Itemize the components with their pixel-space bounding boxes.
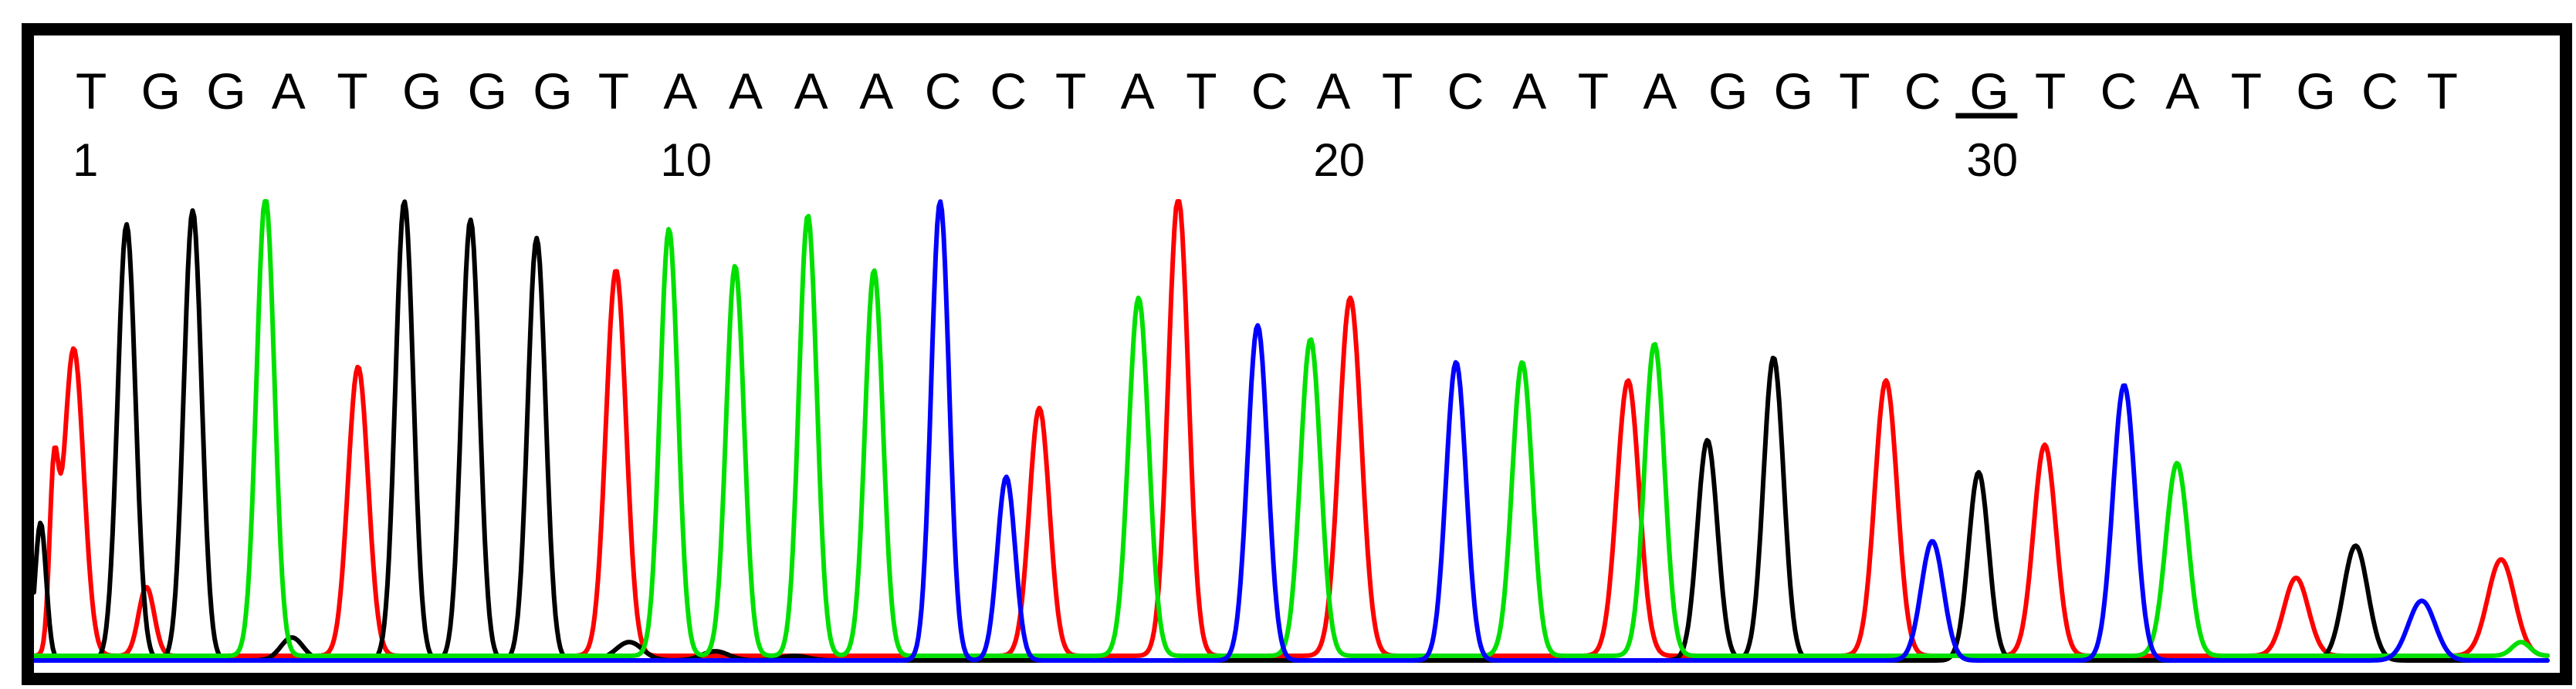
position-label-30: 30 — [1966, 134, 2018, 186]
base-call-26: G — [1708, 62, 1748, 120]
base-call-12: A — [794, 62, 828, 120]
base-call-21: T — [1382, 62, 1413, 120]
position-label-1: 1 — [73, 134, 98, 186]
trace-A — [34, 199, 2550, 658]
base-call-30: G — [1969, 62, 2009, 120]
base-call-4: A — [272, 62, 306, 120]
base-call-31: T — [2035, 62, 2066, 120]
base-call-15: C — [990, 62, 1027, 120]
base-call-1: T — [76, 62, 107, 120]
base-call-22: C — [1447, 62, 1484, 120]
position-label-10: 10 — [660, 134, 712, 186]
base-call-29: C — [1904, 62, 1941, 120]
base-call-3: G — [206, 62, 245, 120]
base-call-36: C — [2361, 62, 2398, 120]
base-call-19: C — [1251, 62, 1288, 120]
base-call-34: T — [2231, 62, 2262, 120]
base-call-13: A — [859, 62, 893, 120]
trace-C — [34, 199, 2550, 663]
base-call-23: A — [1512, 62, 1546, 120]
base-call-11: A — [729, 62, 763, 120]
base-call-20: A — [1316, 62, 1350, 120]
base-call-35: G — [2296, 62, 2335, 120]
base-call-25: A — [1643, 62, 1677, 120]
base-call-32: C — [2100, 62, 2138, 120]
base-call-28: T — [1839, 62, 1870, 120]
base-call-9: T — [598, 62, 629, 120]
base-call-24: T — [1578, 62, 1609, 120]
base-call-17: A — [1121, 62, 1155, 120]
base-call-33: A — [2165, 62, 2199, 120]
base-call-37: T — [2427, 62, 2458, 120]
base-call-8: G — [533, 62, 572, 120]
base-call-5: T — [337, 62, 367, 120]
base-call-16: T — [1055, 62, 1086, 120]
base-call-7: G — [468, 62, 507, 120]
position-labels: 1 10 20 30 — [73, 134, 2018, 186]
base-call-2: G — [141, 62, 181, 120]
base-call-14: C — [925, 62, 962, 120]
base-call-6: G — [402, 62, 442, 120]
base-call-18: T — [1186, 62, 1217, 120]
base-call-27: G — [1774, 62, 1813, 120]
traces — [34, 199, 2550, 663]
position-label-20: 20 — [1313, 134, 1365, 186]
base-call-10: A — [663, 62, 697, 120]
